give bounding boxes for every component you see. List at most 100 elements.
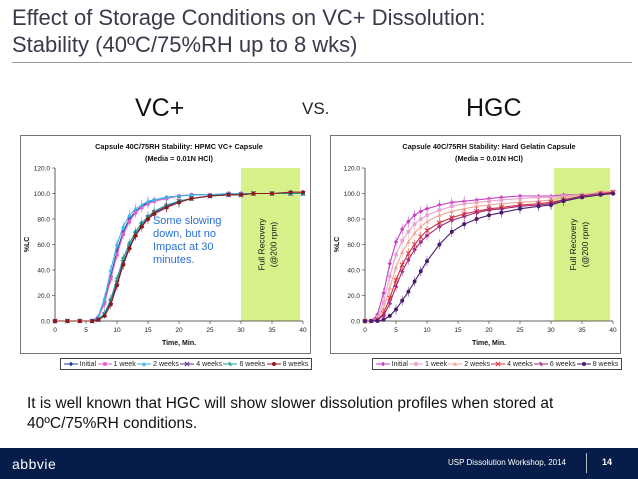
chart1-data-point: [393, 239, 399, 245]
chart0-annotation-line: Impact at 30: [153, 241, 214, 253]
chart1-data-point: [449, 218, 454, 223]
chart0-x-tick-label: 30: [237, 327, 245, 334]
chart0-title: Capsule 40C/75RH Stability: HPMC VC+ Cap…: [95, 142, 263, 151]
chart1-data-point: [387, 261, 392, 266]
chart0-x-axis-title: Time, Min.: [162, 340, 196, 347]
chart1-data-point: [387, 313, 392, 318]
legend-swatch: [375, 361, 390, 367]
legend-swatch: [576, 362, 591, 366]
chart0-annotation-line: minutes.: [153, 254, 195, 266]
chart1-data-point: [405, 250, 411, 256]
legend-item: 8 weeks: [576, 360, 619, 368]
legend-label: 8 weeks: [282, 360, 309, 368]
slide-title-line2: Stability (40ºC/75%RH up to 8 wks): [12, 32, 358, 57]
chart0-data-point: [127, 219, 132, 224]
chart1-y-tick-label: 0.0: [351, 319, 360, 326]
chart0-data-point: [139, 224, 144, 229]
chart1-data-point: [561, 199, 566, 204]
chart1-data-point: [419, 217, 423, 221]
chart1-data-point: [425, 259, 429, 264]
title-divider: [12, 62, 632, 63]
chart1-data-point: [462, 222, 467, 227]
legend-swatch: [63, 361, 78, 367]
chart1-x-tick-label: 10: [423, 327, 431, 334]
abbvie-logo: abbvie: [12, 456, 57, 472]
chart1-data-point: [517, 193, 523, 199]
chart1-recovery-label: Full Recovery: [568, 218, 578, 271]
chart0-data-point: [177, 200, 181, 205]
chart1-x-axis-title: Time, Min.: [472, 340, 506, 347]
chart1-data-point: [412, 222, 417, 226]
legend-item: Initial: [375, 361, 408, 368]
chart0-data-point: [139, 202, 144, 207]
legend-swatch: [137, 361, 152, 366]
chart1-x-tick-label: 35: [578, 327, 586, 334]
legend-swatch-marker: [184, 361, 190, 367]
legend-swatch-marker: [414, 362, 418, 366]
chart1-data-point: [394, 307, 398, 312]
hgc-chart-svg: Capsule 40C/75RH Stability: Hard Gelatin…: [330, 135, 621, 354]
hgc-chart-legend: Initial 1 week 2 weeks 4 weeks 6 weeks 8 week…: [372, 358, 622, 370]
chart1-data-point: [437, 202, 442, 208]
chart1-data-point: [487, 213, 491, 218]
chart0-data-point: [127, 246, 132, 251]
legend-label: 4 weeks: [507, 360, 533, 368]
chart0-data-point: [164, 195, 169, 200]
chart1-data-point: [412, 279, 417, 284]
chart1-data-point: [549, 195, 553, 200]
legend-swatch-marker: [581, 362, 586, 366]
chart1-data-point: [536, 204, 541, 209]
chart1-data-point: [381, 317, 386, 322]
chart0-x-tick-label: 20: [175, 327, 183, 334]
legend-label: 2 weeks: [153, 360, 179, 368]
chart1-data-point: [437, 208, 442, 212]
chart0-subtitle: (Media = 0.01N HCl): [145, 154, 213, 163]
chart0-y-tick-label: 120.0: [34, 166, 51, 173]
legend-label: 8 weeks: [592, 360, 619, 368]
chart1-y-tick-label: 40.0: [347, 268, 360, 275]
chart1-series-line: [365, 191, 614, 322]
chart1-y-axis-title: %LC: [334, 237, 341, 253]
conclusion-note: It is well known that HGC will show slow…: [27, 395, 554, 432]
chart0-data-point: [152, 211, 157, 216]
chart1-y-tick-label: 120.0: [344, 166, 361, 173]
chart1-data-point: [406, 257, 411, 262]
chart0-data-point: [102, 301, 107, 305]
legend-label: 6 weeks: [549, 360, 576, 368]
chart1-data-point: [400, 298, 405, 303]
legend-label: 1 week: [425, 360, 448, 368]
chart0-y-tick-label: 20.0: [37, 293, 50, 300]
chart1-data-point: [412, 230, 417, 235]
chart1-data-point: [449, 209, 454, 214]
chart1-x-tick-label: 30: [547, 327, 555, 334]
chart1-data-point: [549, 202, 553, 207]
chart0-x-tick-label: 5: [84, 327, 88, 334]
chart0-y-tick-label: 60.0: [37, 242, 50, 249]
chart0-data-point: [121, 232, 125, 237]
legend-swatch-marker: [102, 362, 107, 366]
chart0-y-tick-label: 80.0: [37, 217, 50, 224]
chart1-data-point: [381, 290, 386, 296]
legend-swatch-marker: [538, 361, 544, 367]
chart1-title: Capsule 40C/75RH Stability: Hard Gelatin…: [402, 142, 575, 151]
chart1-data-point: [424, 219, 430, 224]
chart0-data-point: [164, 205, 169, 210]
legend-swatch: [180, 361, 195, 367]
chart0-data-point: [114, 242, 120, 247]
chart1-recovery-rpm: (@200 rpm): [580, 222, 590, 268]
slide-title: Effect of Storage Conditions on VC+ Diss…: [12, 4, 632, 58]
chart1-data-point: [393, 284, 399, 289]
legend-swatch-marker: [141, 361, 147, 366]
chart0-data-point: [133, 206, 138, 211]
chart0-data-point: [77, 319, 82, 323]
chart1-series-5: [363, 191, 615, 323]
chart1-data-point: [580, 195, 584, 200]
chart0-annotation-line: Some slowing: [153, 215, 221, 227]
chart0-data-point: [251, 191, 256, 196]
chart0-data-point: [301, 190, 305, 195]
chart1-y-tick-label: 100.0: [344, 191, 361, 198]
chart0-data-point: [176, 193, 182, 198]
chart1-data-point: [474, 204, 479, 209]
chart0-data-point: [109, 277, 113, 281]
chart1-data-point: [387, 285, 392, 290]
